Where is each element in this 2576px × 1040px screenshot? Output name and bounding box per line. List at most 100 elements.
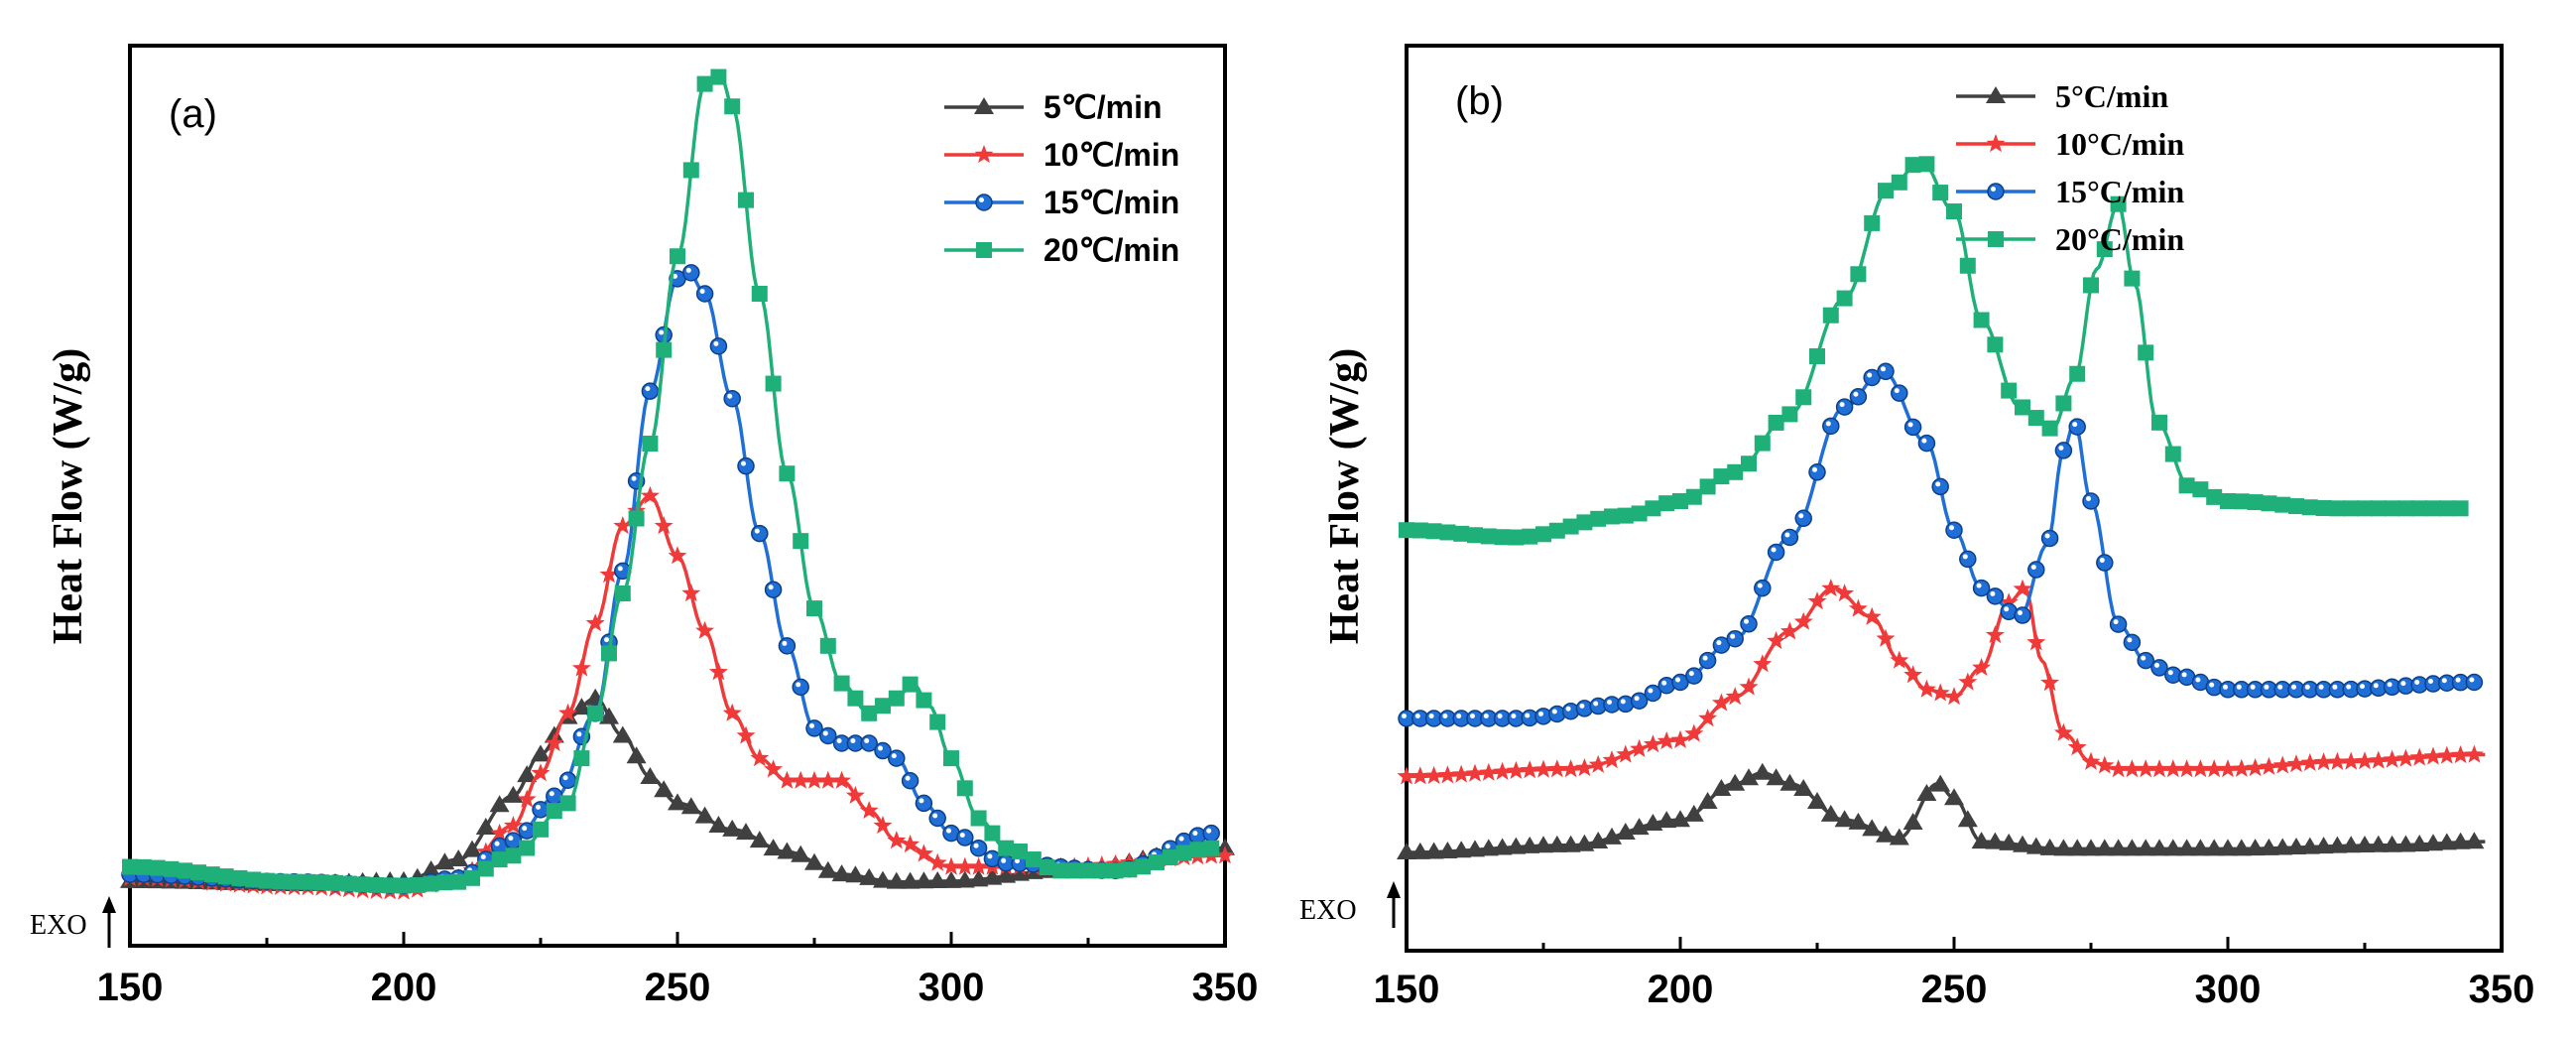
data-point bbox=[722, 703, 742, 721]
series-0 bbox=[120, 688, 1235, 891]
data-point bbox=[2177, 759, 2197, 778]
data-point-highlight bbox=[494, 841, 500, 846]
data-point-highlight bbox=[2086, 496, 2091, 501]
data-point bbox=[382, 877, 399, 894]
data-point-highlight bbox=[2373, 683, 2379, 689]
data-point-highlight bbox=[1825, 421, 1831, 427]
data-point bbox=[2163, 759, 2183, 778]
data-point bbox=[327, 874, 343, 891]
data-point bbox=[1439, 524, 1456, 541]
data-point bbox=[641, 382, 660, 400]
legend-entry-0: 5℃/min bbox=[944, 89, 1163, 125]
data-point bbox=[490, 823, 510, 842]
data-point bbox=[2300, 752, 2320, 771]
data-point bbox=[2095, 755, 2115, 774]
data-point-highlight bbox=[604, 637, 609, 643]
data-point-highlight bbox=[1976, 583, 1982, 588]
legend-marker bbox=[974, 97, 994, 114]
data-point-highlight bbox=[946, 828, 951, 834]
data-point bbox=[2438, 500, 2455, 517]
data-point bbox=[1754, 579, 1772, 597]
data-point bbox=[1987, 336, 2004, 353]
data-point-highlight bbox=[659, 329, 665, 335]
data-point bbox=[2218, 839, 2238, 856]
data-point bbox=[1891, 174, 1907, 191]
data-point bbox=[1930, 683, 1950, 702]
data-point-highlight bbox=[1206, 828, 1212, 834]
data-point bbox=[1203, 840, 1220, 856]
data-point bbox=[286, 873, 303, 890]
data-point bbox=[504, 832, 523, 849]
x-tick-label: 150 bbox=[97, 966, 164, 1009]
data-point bbox=[1052, 862, 1069, 879]
data-point bbox=[1465, 840, 1485, 857]
data-point bbox=[1548, 522, 1565, 539]
data-point bbox=[585, 613, 605, 632]
data-point bbox=[1917, 434, 1936, 453]
data-point bbox=[1533, 836, 1553, 853]
data-point-highlight bbox=[864, 738, 870, 743]
data-point bbox=[1780, 528, 1799, 547]
data-point bbox=[722, 819, 743, 837]
data-point bbox=[149, 859, 166, 876]
data-point-highlight bbox=[2072, 422, 2078, 428]
data-point-highlight bbox=[2141, 655, 2147, 661]
data-point-highlight bbox=[673, 273, 677, 279]
data-point bbox=[1012, 844, 1028, 860]
data-point bbox=[2040, 673, 2060, 692]
data-point bbox=[533, 821, 549, 838]
data-point bbox=[1945, 521, 1963, 539]
data-point bbox=[1588, 754, 1608, 773]
data-point bbox=[1752, 762, 1773, 780]
data-point bbox=[749, 831, 770, 848]
legend-label: 5℃/min bbox=[1043, 89, 1163, 125]
data-point-highlight bbox=[1402, 714, 1407, 718]
data-point bbox=[916, 692, 932, 709]
data-point bbox=[519, 840, 536, 856]
data-point bbox=[1986, 587, 2005, 605]
data-point bbox=[1215, 845, 1235, 864]
data-point bbox=[1739, 768, 1759, 786]
data-point-highlight bbox=[2030, 565, 2036, 571]
data-point bbox=[806, 600, 822, 617]
series-line-2 bbox=[1407, 368, 2475, 720]
data-point bbox=[558, 703, 578, 721]
data-point-highlight bbox=[2113, 619, 2119, 625]
data-point bbox=[2464, 744, 2484, 763]
data-point bbox=[1010, 863, 1030, 881]
data-point bbox=[1093, 862, 1110, 879]
data-point-highlight bbox=[1483, 714, 1489, 718]
legend-b: 5°C/min 10°C/min 15°C/min 20°C/min bbox=[1956, 78, 2184, 257]
data-point-highlight bbox=[1798, 513, 1804, 519]
legend-entry-1: 10°C/min bbox=[1956, 126, 2184, 162]
data-point bbox=[1424, 765, 1444, 784]
data-point bbox=[2176, 839, 2197, 856]
data-point bbox=[2411, 500, 2428, 517]
data-point bbox=[217, 868, 234, 885]
data-point bbox=[640, 766, 661, 784]
data-point bbox=[436, 874, 453, 891]
data-point bbox=[532, 801, 550, 819]
data-point-highlight bbox=[1702, 655, 1708, 661]
data-point bbox=[764, 581, 783, 598]
legend-marker bbox=[974, 145, 994, 164]
data-point bbox=[723, 389, 741, 408]
x-tick-label: 300 bbox=[2195, 968, 2262, 1011]
data-point-highlight bbox=[2291, 684, 2296, 690]
data-point-highlight bbox=[1497, 714, 1503, 718]
data-point-highlight bbox=[809, 722, 814, 728]
data-point bbox=[2246, 758, 2266, 777]
data-point bbox=[2014, 606, 2031, 624]
data-point bbox=[2081, 751, 2101, 770]
data-point bbox=[777, 770, 797, 789]
data-point bbox=[1397, 766, 1416, 785]
data-point bbox=[2026, 632, 2046, 651]
data-point bbox=[656, 341, 673, 358]
data-point bbox=[2192, 481, 2209, 498]
data-point-highlight bbox=[2223, 684, 2228, 690]
data-point-highlight bbox=[1962, 554, 1968, 560]
data-point bbox=[751, 286, 768, 302]
legend-a: 5℃/min 10℃/min 15℃/min 20℃/min bbox=[944, 89, 1179, 268]
data-point bbox=[300, 873, 316, 890]
